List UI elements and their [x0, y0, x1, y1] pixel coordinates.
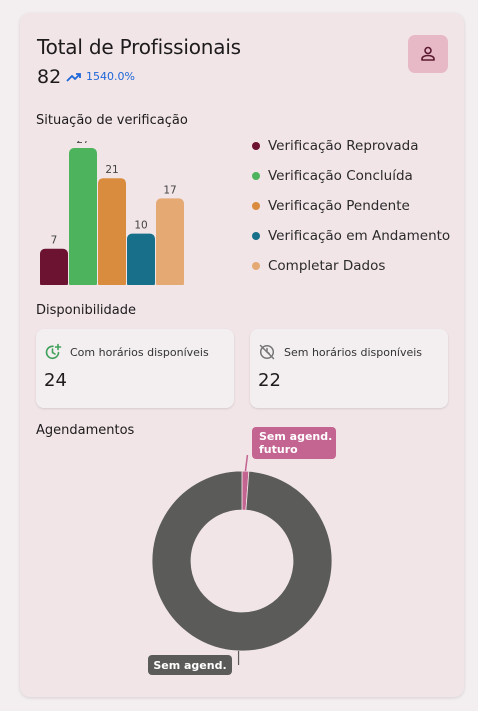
unavailable-card: Sem horários disponíveis 22	[250, 329, 448, 408]
slice-label: Sem agend.futuro	[252, 427, 336, 459]
total-count: 82	[37, 66, 62, 88]
user-icon	[421, 46, 435, 61]
slice-label-text: Sem agend.	[259, 430, 332, 443]
page-title: Total de Profissionais	[37, 35, 241, 59]
unavailable-header: Sem horários disponíveis	[258, 343, 422, 361]
verification-legend: Verificação Reprovada Verificação Conclu…	[252, 131, 464, 281]
legend-label: Verificação Concluída	[268, 168, 413, 184]
legend-label: Verificação Pendente	[268, 198, 410, 214]
appointments-title: Agendamentos	[36, 423, 135, 438]
legend-item: Verificação Reprovada	[252, 131, 464, 161]
available-card: Com horários disponíveis 24	[36, 329, 234, 408]
legend-dot	[252, 202, 260, 210]
bar	[127, 233, 155, 285]
bar-value-label: 7	[51, 235, 58, 247]
available-value: 24	[44, 370, 67, 391]
legend-item: Verificação Pendente	[252, 191, 464, 221]
legend-item: Verificação em Andamento	[252, 221, 464, 251]
legend-label: Verificação em Andamento	[268, 228, 451, 244]
professionals-card: Total de Profissionais 82 1540.0% Situaç…	[20, 13, 464, 697]
donut-slice	[151, 470, 333, 652]
legend-dot	[252, 142, 260, 150]
legend-dot	[252, 232, 260, 240]
bar	[40, 248, 68, 285]
verification-title: Situação de verificação	[36, 113, 188, 128]
bar	[69, 148, 97, 285]
legend-item: Verificação Concluída	[252, 161, 464, 191]
slice-label-text: futuro	[259, 443, 298, 456]
label-box	[148, 655, 232, 675]
available-label: Com horários disponíveis	[70, 345, 209, 359]
bar	[98, 178, 126, 285]
legend-dot	[252, 262, 260, 270]
legend-label: Completar Dados	[268, 258, 386, 274]
unavailable-label: Sem horários disponíveis	[284, 345, 423, 359]
label-line	[244, 454, 249, 472]
bar-value-label: 27	[76, 141, 89, 146]
legend-item: Completar Dados	[252, 251, 464, 281]
trending-up-icon	[66, 72, 81, 82]
availability-title: Disponibilidade	[36, 303, 137, 318]
bar-value-label: 17	[163, 184, 176, 196]
growth-indicator: 1540.0%	[66, 70, 135, 83]
legend-dot	[252, 172, 260, 180]
profile-button[interactable]	[408, 35, 448, 73]
slice-label-text: Sem agend.	[153, 659, 226, 672]
bar-value-label: 10	[134, 220, 147, 232]
growth-percent: 1540.0%	[86, 70, 135, 83]
bar-value-label: 21	[105, 164, 118, 176]
available-header: Com horários disponíveis	[44, 343, 209, 361]
slice-label: Sem agend.	[148, 655, 232, 675]
verification-bar-chart: 7 27 21 10 17	[40, 141, 184, 285]
clock-off-icon	[259, 344, 275, 360]
unavailable-value: 22	[258, 370, 281, 391]
label-box	[252, 427, 336, 459]
clock-add-icon	[45, 343, 62, 359]
legend-label: Verificação Reprovada	[268, 138, 419, 154]
bar	[156, 198, 184, 285]
